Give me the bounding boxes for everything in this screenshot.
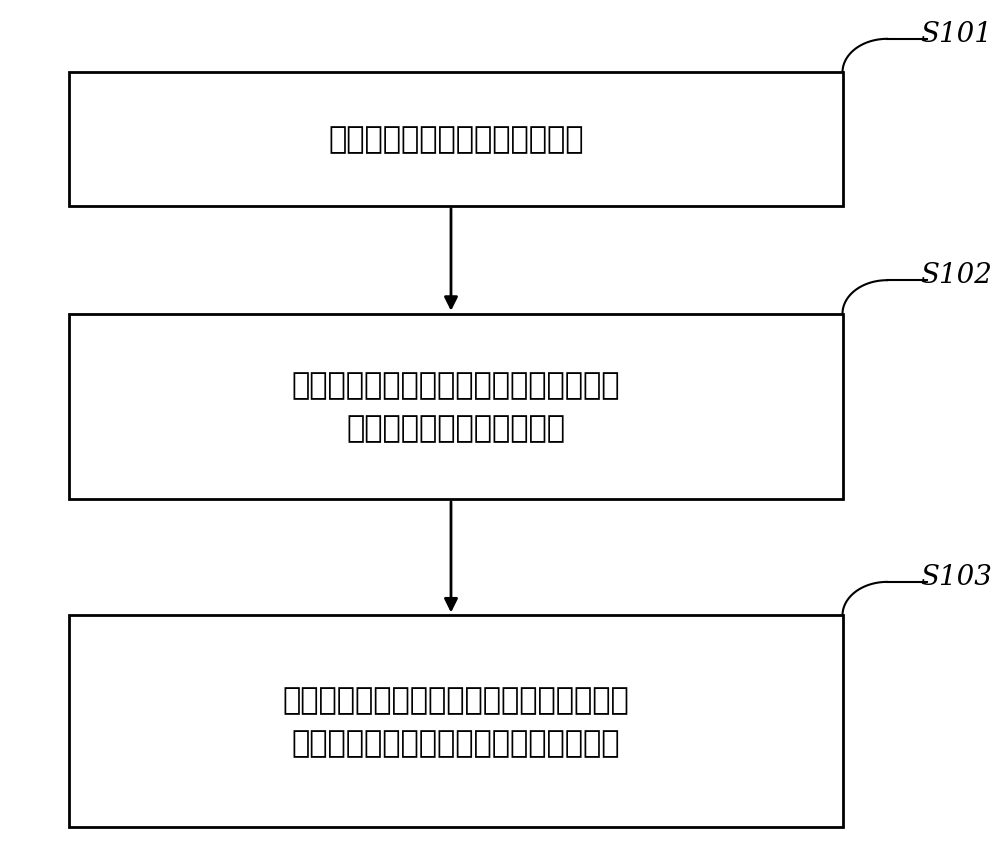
Text: S101: S101 [921, 21, 992, 48]
Text: S102: S102 [921, 262, 992, 289]
Text: 实时获取机柜中电源的输入功率: 实时获取机柜中电源的输入功率 [328, 126, 584, 154]
Bar [69, 314, 843, 499]
Bar [69, 73, 843, 207]
Bar [69, 616, 843, 827]
Text: S103: S103 [921, 563, 992, 591]
Text: 在输入功率大于预设的第一功率值的情况
下，启动机柜中的后备电源: 在输入功率大于预设的第一功率值的情况 下，启动机柜中的后备电源 [292, 371, 620, 443]
Text: 根据机柜中电源的输出电压，设置后备电源
的输出电压，以使后备电源为服务器供电: 根据机柜中电源的输出电压，设置后备电源 的输出电压，以使后备电源为服务器供电 [283, 685, 629, 757]
